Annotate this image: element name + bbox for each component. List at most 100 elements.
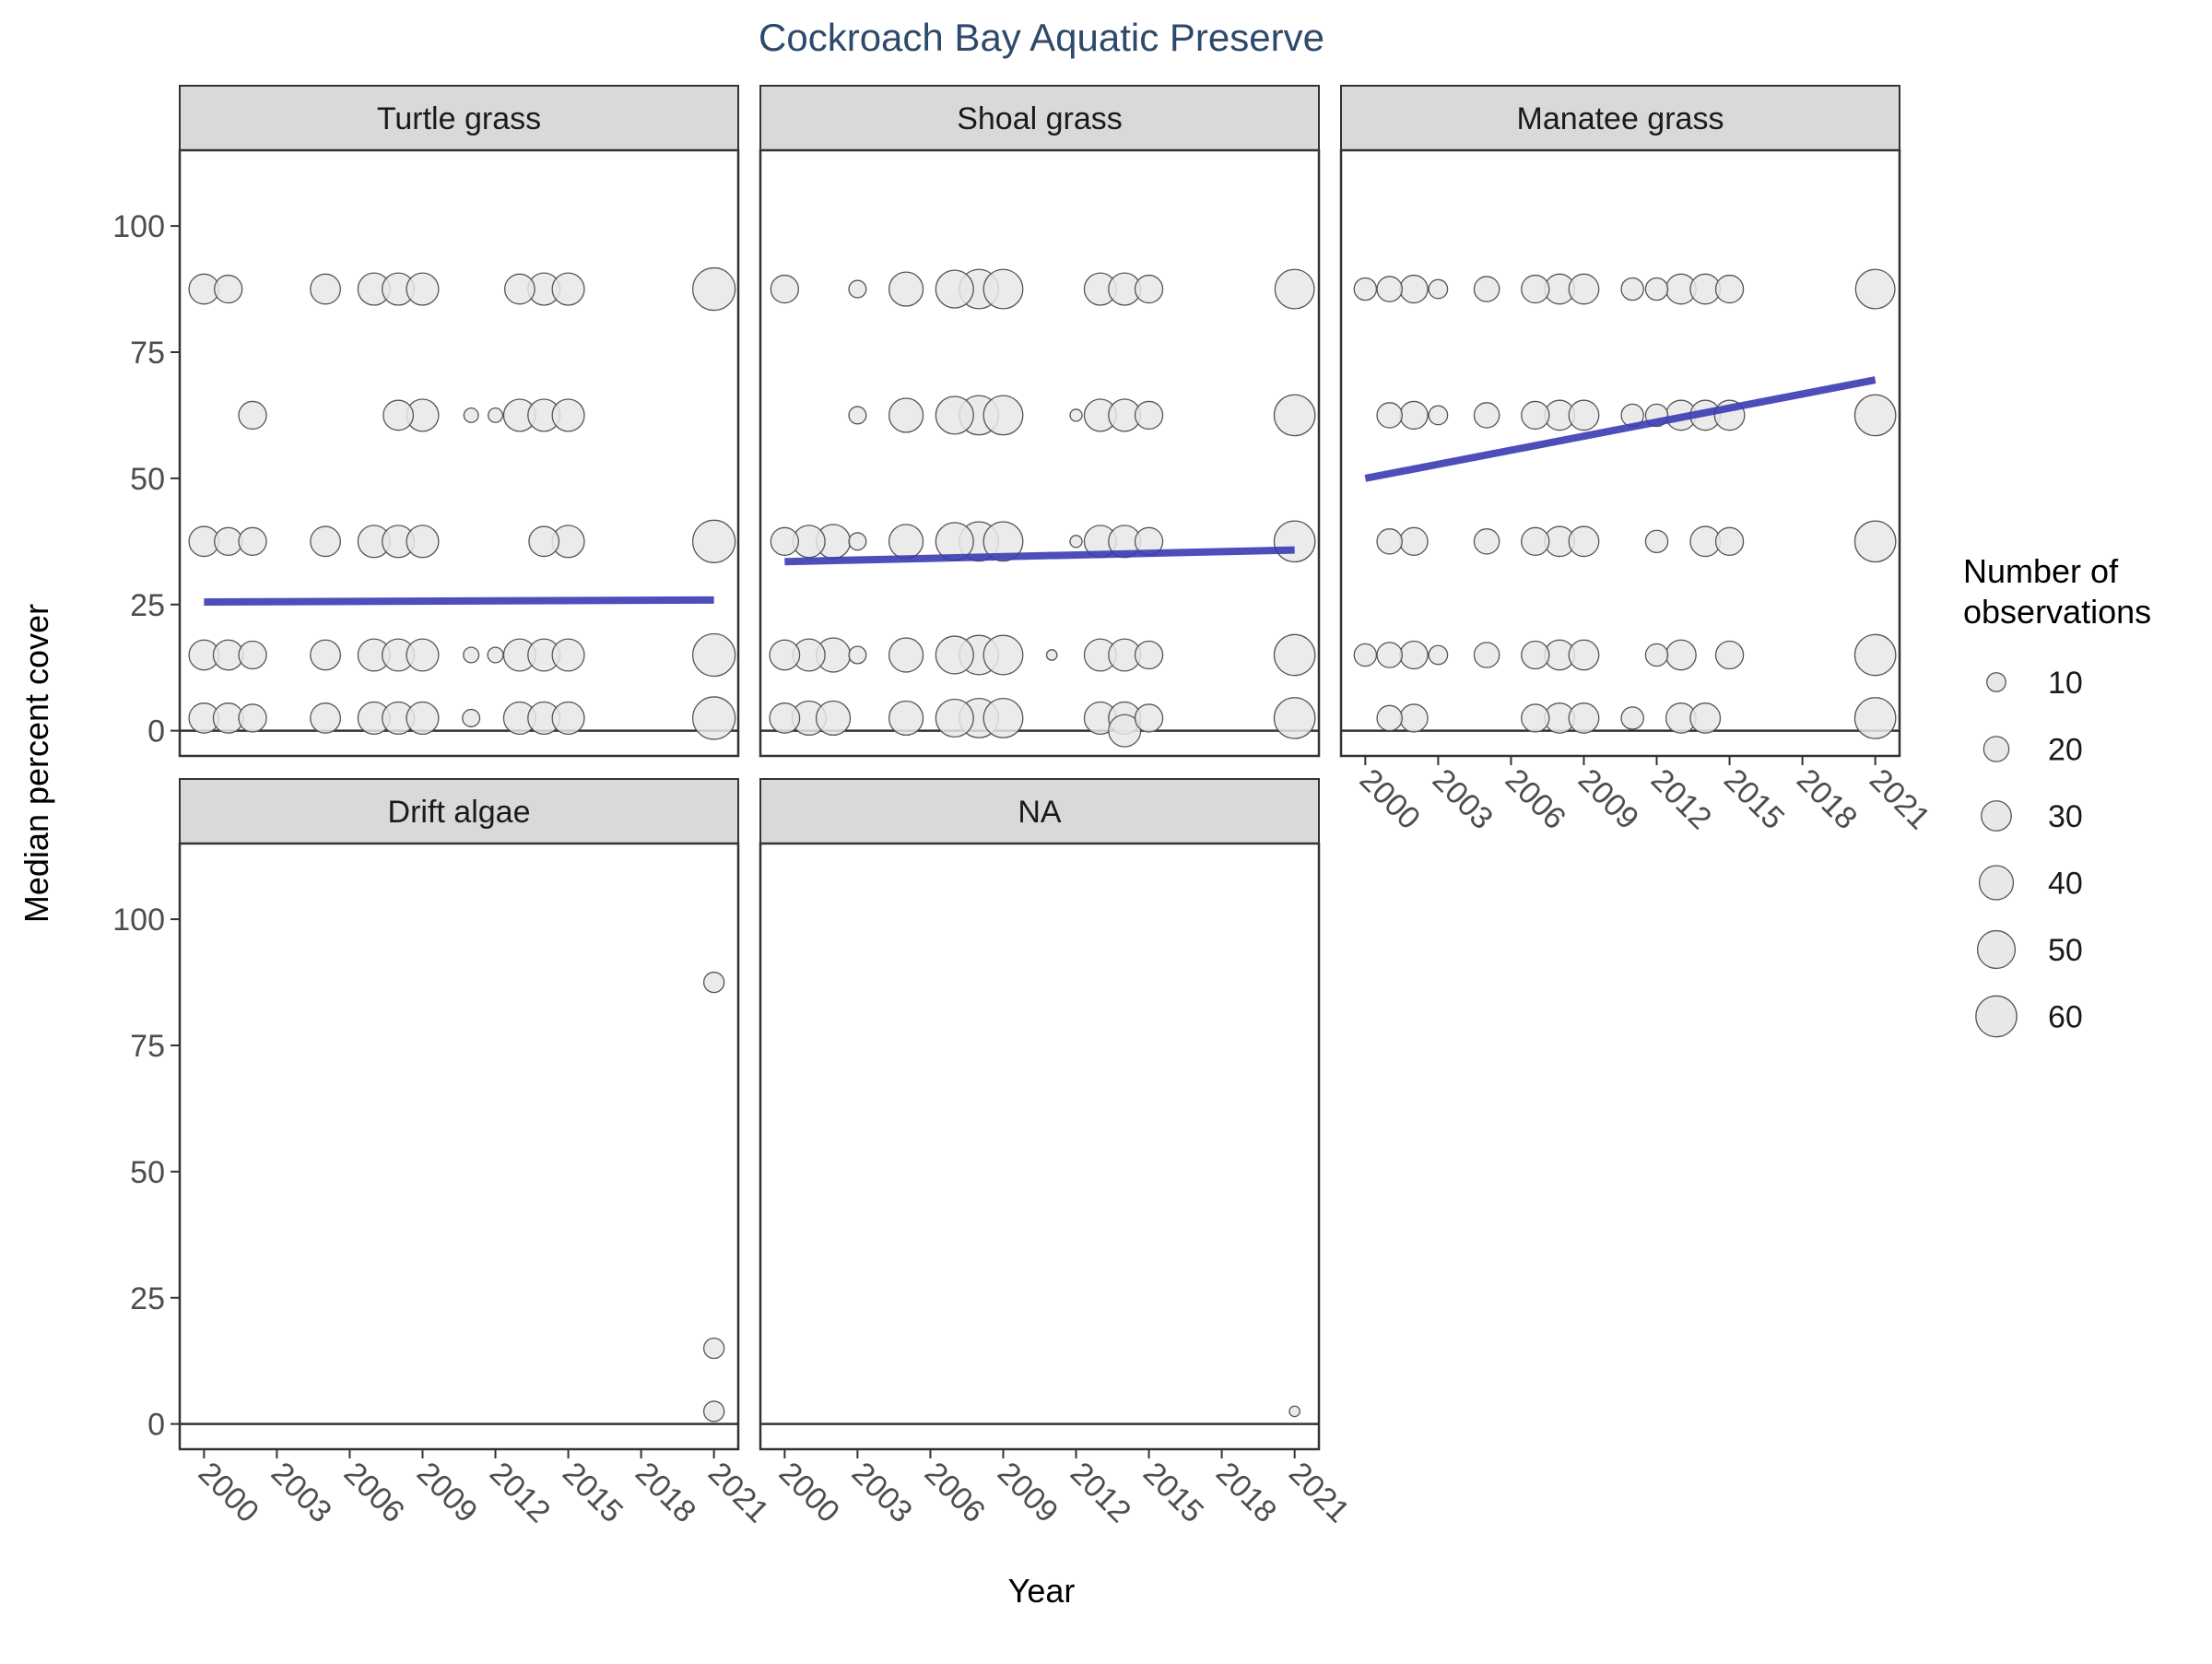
data-point xyxy=(551,701,585,735)
panel-border xyxy=(759,148,1321,758)
data-point xyxy=(1714,274,1745,304)
data-point xyxy=(406,638,440,672)
data-point xyxy=(1854,268,1896,310)
y-tick-label: 25 xyxy=(130,588,165,623)
data-point xyxy=(1399,274,1429,304)
data-point xyxy=(528,525,560,558)
legend-title: Number of xyxy=(1963,552,2119,590)
data-point xyxy=(888,637,924,673)
data-point xyxy=(551,398,585,432)
legend-key xyxy=(1975,995,2018,1038)
data-point xyxy=(982,268,1024,310)
data-point xyxy=(1274,268,1315,310)
data-point xyxy=(1853,697,1897,739)
data-point xyxy=(551,272,585,306)
data-point xyxy=(1568,273,1600,305)
data-point xyxy=(488,407,503,423)
data-point xyxy=(1473,528,1500,555)
data-point xyxy=(1853,520,1897,563)
facet-strip xyxy=(759,778,1320,844)
data-point xyxy=(888,397,924,433)
data-point xyxy=(692,266,736,312)
data-point xyxy=(1399,640,1429,670)
data-point xyxy=(888,700,924,737)
data-point xyxy=(1853,394,1897,437)
data-point xyxy=(982,697,1024,738)
facet-strip xyxy=(1340,85,1900,151)
data-point xyxy=(692,696,736,740)
trend-line xyxy=(784,546,1295,566)
data-point xyxy=(238,640,267,670)
data-point xyxy=(238,703,267,733)
legend-label: 20 xyxy=(2048,733,2083,768)
data-point xyxy=(770,526,800,556)
data-point xyxy=(1428,405,1449,426)
data-point xyxy=(1521,400,1550,431)
data-point xyxy=(551,638,585,672)
data-point xyxy=(1620,706,1644,730)
legend-key xyxy=(1983,736,2010,762)
data-point xyxy=(935,698,974,738)
data-point xyxy=(310,525,342,558)
data-point xyxy=(406,272,440,306)
y-tick-label: 50 xyxy=(130,462,165,497)
data-point xyxy=(1273,697,1316,739)
panel-background xyxy=(1341,150,1900,756)
data-point xyxy=(1399,526,1429,556)
y-tick-label: 75 xyxy=(130,1029,165,1064)
data-point xyxy=(770,274,800,304)
facet-panels: Turtle grass 0 25 50 75 100 Shoal grass Manatee… xyxy=(112,85,1936,1529)
data-point xyxy=(1069,408,1083,422)
data-point xyxy=(406,701,440,735)
facet-strip-label: Turtle grass xyxy=(377,101,541,136)
data-point xyxy=(769,639,801,671)
data-point xyxy=(310,639,342,671)
data-point xyxy=(214,274,243,304)
data-point xyxy=(238,526,267,556)
data-point xyxy=(982,634,1024,676)
data-point xyxy=(462,708,481,727)
data-point xyxy=(310,702,342,734)
data-point xyxy=(982,395,1024,436)
data-point xyxy=(463,646,480,664)
legend-label: 50 xyxy=(2048,933,2083,968)
data-point xyxy=(1376,276,1403,302)
data-point xyxy=(1376,704,1403,732)
y-axis-label: Median percent cover xyxy=(18,604,55,923)
data-point xyxy=(935,395,974,435)
data-point xyxy=(463,407,479,423)
data-point xyxy=(769,702,801,734)
data-point xyxy=(1134,274,1164,304)
legend-key xyxy=(1976,929,2017,970)
panel-background xyxy=(180,844,738,1449)
y-tick-label: 75 xyxy=(130,336,165,371)
data-point xyxy=(1568,702,1600,734)
facet-strip xyxy=(759,85,1320,151)
data-point xyxy=(1273,394,1316,437)
panel-border xyxy=(178,842,740,1451)
panel-border xyxy=(178,148,740,758)
data-point xyxy=(1273,520,1316,563)
data-point xyxy=(1568,399,1600,431)
data-point xyxy=(1568,639,1600,671)
data-point xyxy=(848,645,867,665)
facet-strip xyxy=(179,85,739,151)
data-point xyxy=(214,526,243,556)
legend-label: 40 xyxy=(2048,867,2083,902)
data-point xyxy=(1665,639,1697,671)
trend-line xyxy=(204,596,714,607)
data-point xyxy=(1473,276,1500,302)
y-tick-label: 0 xyxy=(147,714,165,749)
facet-panel-1: Turtle grass 0 25 50 75 100 xyxy=(112,85,740,758)
data-point xyxy=(503,273,535,305)
data-point xyxy=(1353,643,1378,667)
data-point xyxy=(1399,703,1429,733)
data-point xyxy=(848,532,867,551)
x-axis-label: Year xyxy=(1008,1572,1076,1610)
y-tick-label: 100 xyxy=(112,903,165,938)
data-point xyxy=(1620,277,1644,301)
